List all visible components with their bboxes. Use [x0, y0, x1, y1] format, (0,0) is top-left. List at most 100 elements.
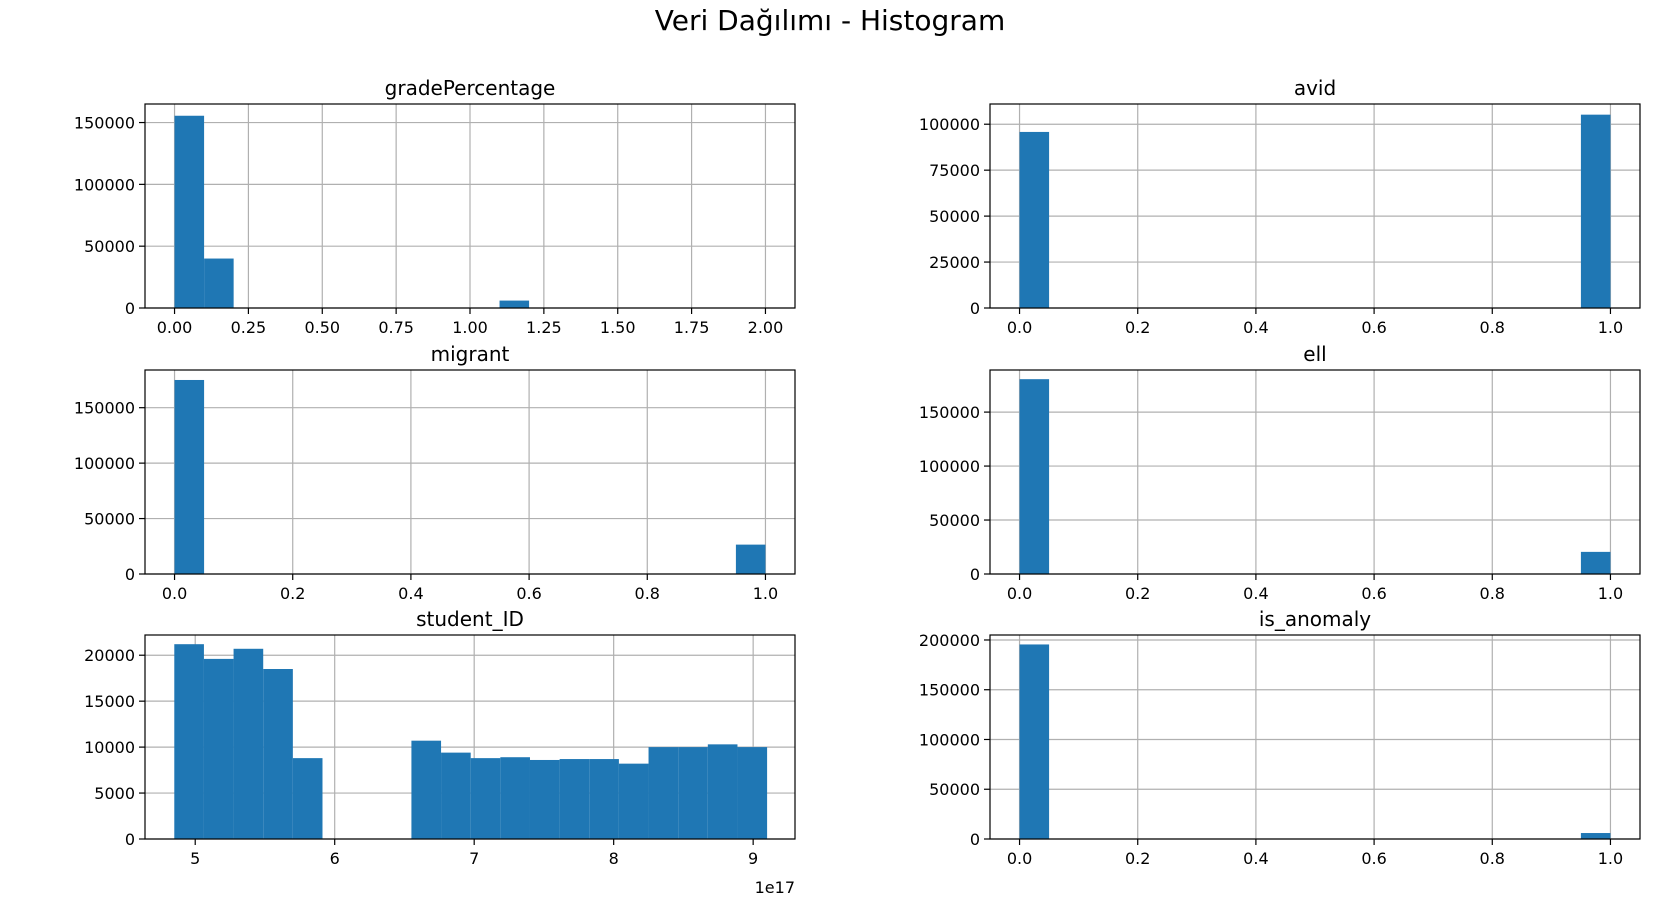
y-tick-label: 50000 — [84, 237, 135, 256]
histogram-bar — [174, 644, 204, 839]
x-tick-label: 0.50 — [304, 318, 340, 337]
histogram-bar — [292, 758, 323, 839]
x-tick-label: 0.2 — [280, 584, 305, 603]
histogram-bar — [203, 658, 234, 839]
x-tick-label: 0.6 — [1361, 849, 1386, 868]
subplot-title: ell — [1303, 342, 1326, 366]
x-tick-label: 0.4 — [398, 584, 423, 603]
y-tick-label: 150000 — [74, 399, 135, 418]
histogram-bar — [1019, 131, 1050, 308]
histogram-bar — [1580, 551, 1611, 574]
x-tick-label: 0.75 — [378, 318, 414, 337]
y-tick-label: 150000 — [74, 114, 135, 133]
histogram-bar — [263, 669, 293, 839]
subplot-student-id: student_ID 5 6 7 8 9 0 5000 10000 15000 20000 1e17 — [84, 607, 796, 897]
histogram-bar — [470, 758, 501, 839]
histogram-bar — [648, 747, 679, 839]
subplot-is-anomaly: is_anomaly 0.0 0.2 0.4 0.6 0.8 1.0 0 50000 100000… — [919, 607, 1641, 868]
y-tick-label: 100000 — [74, 175, 135, 194]
x-tick-label: 0.6 — [1361, 584, 1386, 603]
y-tick-label: 25000 — [929, 253, 980, 272]
axes-frame — [989, 634, 1641, 840]
subplot-migrant: migrant 0.0 0.2 0.4 0.6 0.8 1.0 0 50000 100000 150… — [74, 342, 796, 603]
x-tick-label: 0.0 — [1007, 584, 1032, 603]
histogram-bar — [559, 759, 590, 839]
y-tick-label: 100000 — [74, 454, 135, 473]
y-tick-label: 0 — [970, 299, 980, 318]
x-tick-label: 1.25 — [526, 318, 562, 337]
x-tick-label: 1.50 — [600, 318, 636, 337]
x-tick-label: 1.75 — [674, 318, 710, 337]
x-tick-label: 1.00 — [452, 318, 488, 337]
axes-frame — [989, 103, 1641, 309]
x-tick-label: 0.2 — [1125, 584, 1150, 603]
histogram-bar — [499, 300, 530, 308]
x-tick-label: 6 — [330, 849, 340, 868]
figure-title: Veri Dağılımı - Histogram — [655, 4, 1005, 37]
subplot-avid: avid 0.0 0.2 0.4 0.6 0.8 1.0 0 25000 50000 75000 10… — [919, 76, 1641, 337]
x-tick-label: 0.0 — [1007, 849, 1032, 868]
y-tick-label: 50000 — [929, 207, 980, 226]
histogram-bar — [737, 747, 768, 839]
y-tick-label: 100000 — [919, 115, 980, 134]
x-tick-label: 1.0 — [1598, 318, 1623, 337]
histogram-bar — [735, 544, 766, 574]
histogram-bar — [233, 648, 264, 839]
subplot-title: gradePercentage — [385, 76, 556, 100]
x-tick-label: 0.2 — [1125, 849, 1150, 868]
x-axis-offset-label: 1e17 — [755, 878, 795, 897]
histogram-bar — [589, 759, 619, 839]
x-tick-label: 0.6 — [516, 584, 541, 603]
histogram-bar — [411, 740, 442, 839]
x-tick-label: 0.4 — [1243, 849, 1268, 868]
x-tick-label: 0.00 — [157, 318, 193, 337]
subplot-title: student_ID — [416, 607, 524, 631]
x-tick-label: 7 — [469, 849, 479, 868]
y-tick-label: 20000 — [84, 646, 135, 665]
y-tick-label: 0 — [970, 565, 980, 584]
y-tick-label: 0 — [970, 830, 980, 849]
axes-frame — [144, 634, 796, 840]
x-tick-label: 0.8 — [1480, 318, 1505, 337]
y-tick-label: 15000 — [84, 692, 135, 711]
y-tick-label: 5000 — [94, 784, 135, 803]
y-tick-label: 50000 — [929, 780, 980, 799]
subplot-gradepercentage: gradePercentage 0.00 0.25 0.50 0.75 1.00 1.25 1… — [74, 76, 796, 337]
y-tick-label: 50000 — [929, 511, 980, 530]
x-tick-label: 0.0 — [1007, 318, 1032, 337]
x-tick-label: 0.4 — [1243, 584, 1268, 603]
x-tick-label: 0.4 — [1243, 318, 1268, 337]
x-tick-label: 1.0 — [1598, 584, 1623, 603]
histogram-bar — [678, 747, 708, 839]
x-tick-label: 5 — [190, 849, 200, 868]
subplot-title: migrant — [431, 342, 510, 366]
y-tick-label: 0 — [125, 299, 135, 318]
histogram-bar — [707, 744, 738, 839]
y-tick-label: 150000 — [919, 403, 980, 422]
histogram-bar — [1019, 379, 1050, 574]
histogram-bar — [500, 757, 530, 839]
subplot-title: is_anomaly — [1259, 607, 1371, 631]
histogram-bar — [529, 759, 560, 839]
histogram-bar — [1580, 833, 1611, 839]
x-tick-label: 9 — [748, 849, 758, 868]
x-tick-label: 0.8 — [1480, 849, 1505, 868]
x-tick-label: 0.2 — [1125, 318, 1150, 337]
axes-frame — [144, 369, 796, 575]
x-tick-label: 2.00 — [748, 318, 784, 337]
x-tick-label: 0.8 — [1480, 584, 1505, 603]
histogram-bar — [204, 258, 234, 308]
histogram-bar — [1019, 644, 1050, 839]
y-tick-label: 0 — [125, 830, 135, 849]
histogram-bar — [1580, 114, 1611, 309]
subplot-title: avid — [1294, 76, 1336, 100]
axes-frame — [989, 369, 1641, 575]
x-tick-label: 0.6 — [1361, 318, 1386, 337]
y-tick-label: 100000 — [919, 730, 980, 749]
y-tick-label: 150000 — [919, 681, 980, 700]
x-tick-label: 0.0 — [162, 584, 187, 603]
x-tick-label: 0.25 — [231, 318, 267, 337]
histogram-bar — [174, 379, 205, 574]
x-tick-label: 0.8 — [635, 584, 660, 603]
